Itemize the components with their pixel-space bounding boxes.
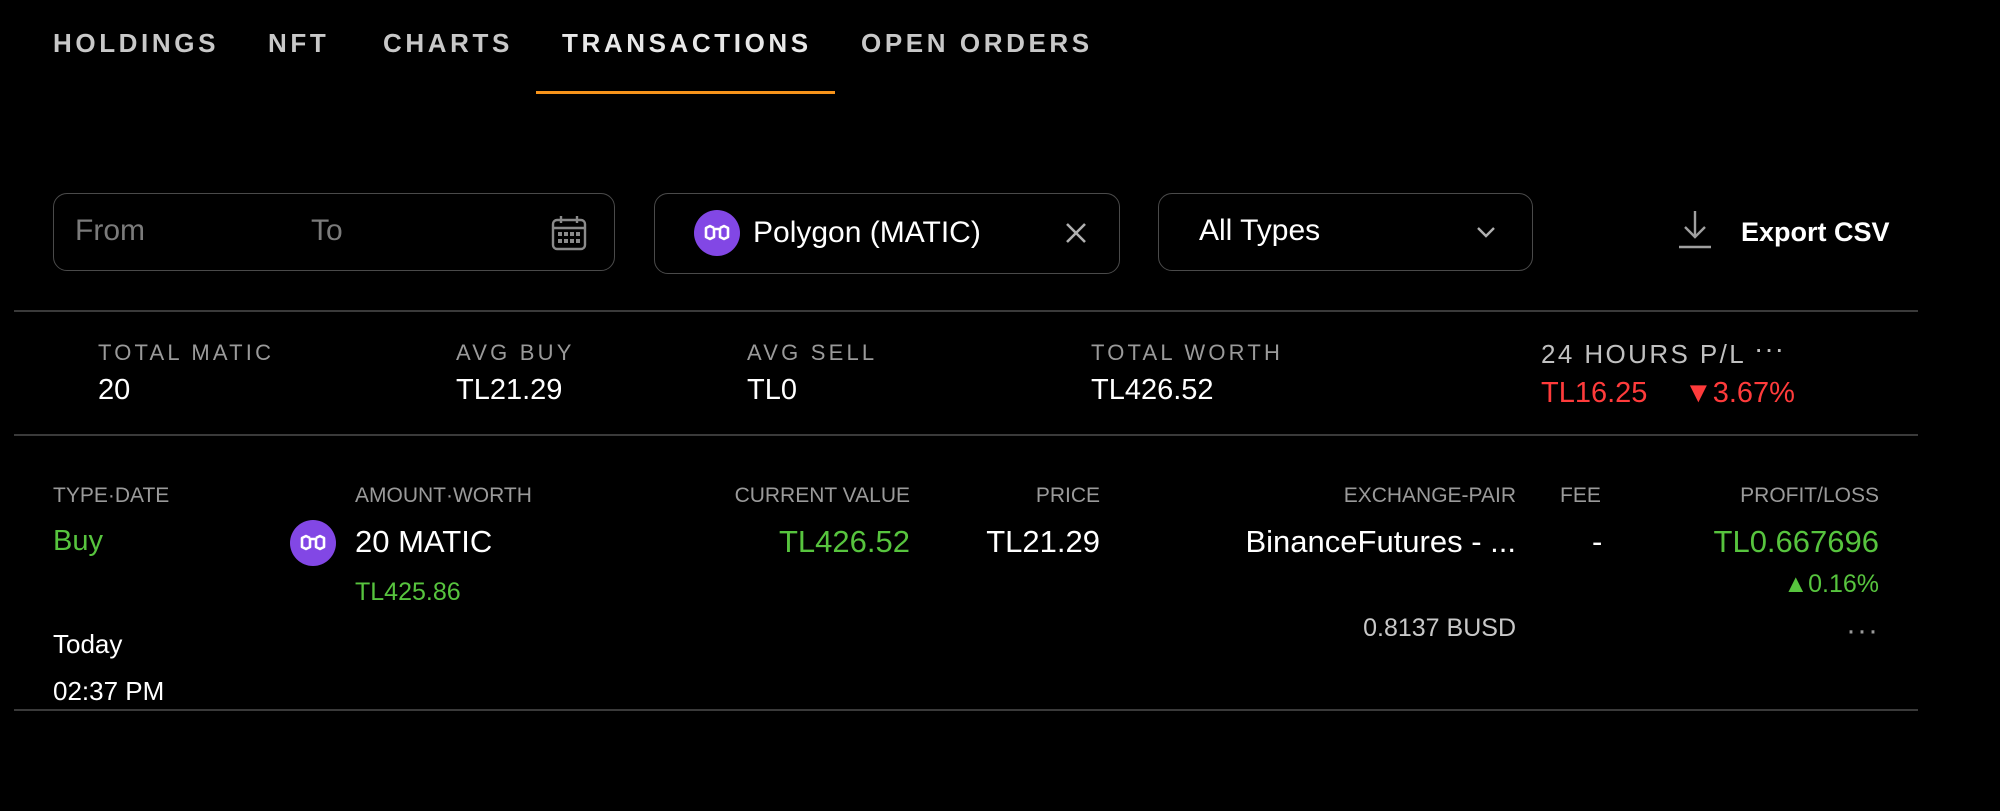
to-date-input[interactable]: To: [311, 214, 343, 247]
avg-buy-label: AVG BUY: [456, 340, 575, 365]
type-select-value: All Types: [1199, 214, 1321, 247]
price-value: TL21.29: [986, 524, 1100, 559]
tab-holdings[interactable]: HOLDINGS: [53, 28, 220, 58]
profit-percent: ▲0.16%: [1783, 570, 1879, 598]
export-csv-label: Export CSV: [1741, 217, 1890, 247]
divider: [14, 310, 1918, 312]
current-value: TL426.52: [779, 524, 910, 559]
coin-filter[interactable]: Polygon (MATIC): [654, 193, 1120, 274]
transaction-time: 02:37 PM: [53, 676, 165, 706]
pl-24h-percent: ▼3.67%: [1684, 377, 1795, 409]
divider: [14, 709, 1918, 711]
profit-value: TL0.667696: [1713, 524, 1879, 559]
price-header: PRICE: [1035, 484, 1100, 507]
current-value-header: CURRENT VALUE: [734, 484, 910, 507]
transaction-date: Today: [53, 629, 123, 659]
divider: [14, 434, 1918, 436]
pair-price-value: 0.8137 BUSD: [1363, 614, 1516, 642]
total-worth-value: TL426.52: [1091, 374, 1214, 406]
avg-buy-value: TL21.29: [456, 374, 563, 406]
export-csv-button[interactable]: Export CSV: [1675, 206, 1890, 256]
transaction-type: Buy: [53, 525, 103, 557]
calendar-icon[interactable]: [550, 214, 588, 257]
worth-value: TL425.86: [355, 578, 461, 606]
avg-sell-label: AVG SELL: [747, 340, 878, 365]
date-range-picker[interactable]: From To: [53, 193, 615, 271]
active-tab-indicator: [536, 91, 835, 94]
fee-value: -: [1592, 524, 1603, 559]
polygon-icon: [290, 520, 336, 566]
exchange-pair-header: EXCHANGE-PAIR: [1343, 484, 1516, 507]
pl-more-icon[interactable]: ···: [1754, 333, 1785, 364]
tab-open-orders[interactable]: OPEN ORDERS: [861, 28, 1093, 58]
total-matic-label: TOTAL MATIC: [98, 340, 275, 365]
download-icon: [1675, 209, 1715, 256]
fee-header: FEE: [1560, 484, 1601, 507]
type-date-header: TYPE·DATE: [53, 484, 170, 507]
chevron-down-icon: [1473, 219, 1499, 250]
total-matic-value: 20: [98, 374, 131, 406]
pl-24h-value: TL16.25: [1541, 377, 1648, 409]
amount-worth-header: AMOUNT·WORTH: [355, 484, 532, 507]
polygon-icon: [694, 210, 740, 256]
tab-charts[interactable]: CHARTS: [383, 28, 513, 58]
coin-filter-label: Polygon (MATIC): [753, 216, 981, 249]
pl-24h-label: 24 HOURS P/L: [1541, 339, 1747, 369]
amount-value: 20 MATIC: [355, 524, 493, 559]
from-date-input[interactable]: From: [75, 214, 145, 247]
tab-transactions[interactable]: TRANSACTIONS: [562, 28, 812, 58]
type-select[interactable]: All Types: [1158, 193, 1533, 271]
tab-nft[interactable]: NFT: [268, 28, 330, 58]
avg-sell-value: TL0: [747, 374, 797, 406]
profit-loss-header: PROFIT/LOSS: [1740, 484, 1879, 507]
close-icon[interactable]: [1063, 220, 1089, 251]
exchange-value: BinanceFutures - ...: [1245, 524, 1516, 559]
total-worth-label: TOTAL WORTH: [1091, 340, 1284, 365]
row-more-icon[interactable]: ···: [1846, 614, 1879, 647]
